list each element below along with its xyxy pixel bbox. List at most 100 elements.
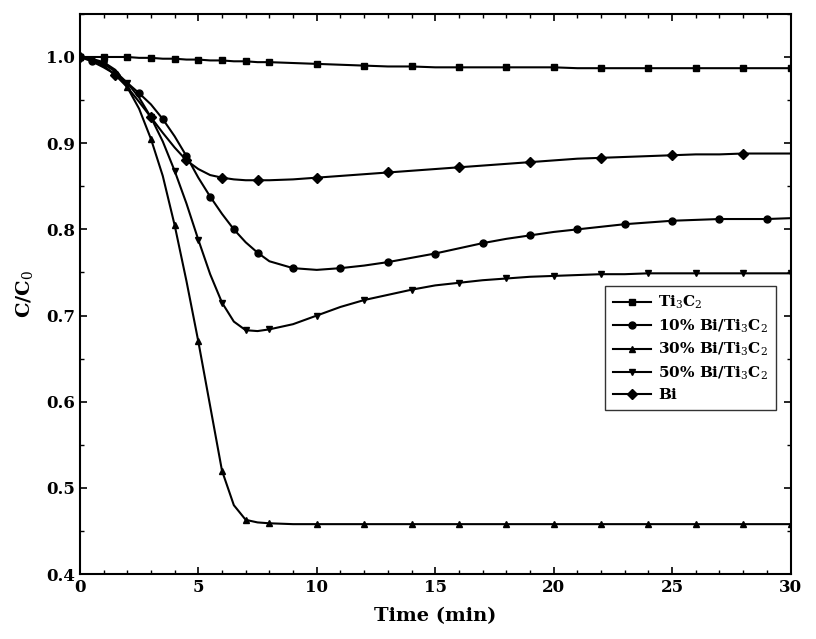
Ti$_3$C$_2$ xyxy=(122,53,132,61)
Line: Bi: Bi xyxy=(77,54,794,183)
Ti$_3$C$_2$ xyxy=(253,58,263,66)
Bi xyxy=(501,160,511,167)
Ti$_3$C$_2$ xyxy=(525,63,534,71)
Bi xyxy=(738,150,748,157)
50% Bi/Ti$_3$C$_2$ xyxy=(383,291,392,298)
10% Bi/Ti$_3$C$_2$ xyxy=(253,249,263,256)
Bi xyxy=(644,152,654,160)
10% Bi/Ti$_3$C$_2$ xyxy=(383,258,392,266)
50% Bi/Ti$_3$C$_2$ xyxy=(146,114,156,121)
10% Bi/Ti$_3$C$_2$ xyxy=(762,215,772,223)
Ti$_3$C$_2$ xyxy=(573,65,583,72)
Legend: Ti$_3$C$_2$, 10% Bi/Ti$_3$C$_2$, 30% Bi/Ti$_3$C$_2$, 50% Bi/Ti$_3$C$_2$, Bi: Ti$_3$C$_2$, 10% Bi/Ti$_3$C$_2$, 30% Bi/… xyxy=(605,286,776,410)
50% Bi/Ti$_3$C$_2$ xyxy=(667,270,677,277)
X-axis label: Time (min): Time (min) xyxy=(374,607,496,625)
30% Bi/Ti$_3$C$_2$ xyxy=(288,520,298,528)
50% Bi/Ti$_3$C$_2$ xyxy=(525,273,534,281)
10% Bi/Ti$_3$C$_2$ xyxy=(596,223,606,231)
30% Bi/Ti$_3$C$_2$ xyxy=(667,520,677,528)
30% Bi/Ti$_3$C$_2$ xyxy=(477,520,487,528)
10% Bi/Ti$_3$C$_2$ xyxy=(288,265,298,272)
50% Bi/Ti$_3$C$_2$ xyxy=(122,79,132,87)
10% Bi/Ti$_3$C$_2$ xyxy=(99,63,109,71)
30% Bi/Ti$_3$C$_2$ xyxy=(264,520,274,527)
30% Bi/Ti$_3$C$_2$ xyxy=(193,337,203,345)
30% Bi/Ti$_3$C$_2$ xyxy=(644,520,654,528)
Bi xyxy=(477,162,487,169)
Bi xyxy=(86,56,96,63)
50% Bi/Ti$_3$C$_2$ xyxy=(548,272,558,280)
50% Bi/Ti$_3$C$_2$ xyxy=(786,270,796,277)
Bi xyxy=(75,53,85,61)
10% Bi/Ti$_3$C$_2$ xyxy=(454,245,463,252)
10% Bi/Ti$_3$C$_2$ xyxy=(525,231,534,239)
Ti$_3$C$_2$ xyxy=(667,65,677,72)
30% Bi/Ti$_3$C$_2$ xyxy=(454,520,463,528)
Bi xyxy=(430,166,440,173)
50% Bi/Ti$_3$C$_2$ xyxy=(241,327,251,334)
30% Bi/Ti$_3$C$_2$ xyxy=(501,520,511,528)
Ti$_3$C$_2$ xyxy=(786,65,796,72)
30% Bi/Ti$_3$C$_2$ xyxy=(241,516,251,524)
30% Bi/Ti$_3$C$_2$ xyxy=(229,502,239,509)
50% Bi/Ti$_3$C$_2$ xyxy=(359,296,369,304)
10% Bi/Ti$_3$C$_2$ xyxy=(620,220,630,228)
Ti$_3$C$_2$ xyxy=(406,63,416,70)
30% Bi/Ti$_3$C$_2$ xyxy=(620,520,630,528)
50% Bi/Ti$_3$C$_2$ xyxy=(312,312,322,320)
Line: Ti$_3$C$_2$: Ti$_3$C$_2$ xyxy=(77,54,794,72)
10% Bi/Ti$_3$C$_2$ xyxy=(134,89,144,97)
10% Bi/Ti$_3$C$_2$ xyxy=(430,250,440,258)
Ti$_3$C$_2$ xyxy=(110,53,120,61)
Ti$_3$C$_2$ xyxy=(548,63,558,71)
10% Bi/Ti$_3$C$_2$ xyxy=(359,262,369,270)
10% Bi/Ti$_3$C$_2$ xyxy=(477,240,487,247)
50% Bi/Ti$_3$C$_2$ xyxy=(182,199,192,207)
50% Bi/Ti$_3$C$_2$ xyxy=(477,277,487,284)
10% Bi/Ti$_3$C$_2$ xyxy=(335,265,345,272)
Ti$_3$C$_2$ xyxy=(264,58,274,66)
30% Bi/Ti$_3$C$_2$ xyxy=(525,520,534,528)
Bi xyxy=(122,83,132,91)
10% Bi/Ti$_3$C$_2$ xyxy=(501,235,511,243)
50% Bi/Ti$_3$C$_2$ xyxy=(134,94,144,102)
30% Bi/Ti$_3$C$_2$ xyxy=(110,66,120,73)
10% Bi/Ti$_3$C$_2$ xyxy=(644,219,654,226)
10% Bi/Ti$_3$C$_2$ xyxy=(217,210,227,218)
Ti$_3$C$_2$ xyxy=(86,53,96,61)
Bi xyxy=(146,114,156,121)
Ti$_3$C$_2$ xyxy=(217,57,227,65)
50% Bi/Ti$_3$C$_2$ xyxy=(620,270,630,278)
50% Bi/Ti$_3$C$_2$ xyxy=(86,56,96,63)
50% Bi/Ti$_3$C$_2$ xyxy=(738,270,748,277)
Bi xyxy=(691,151,701,158)
50% Bi/Ti$_3$C$_2$ xyxy=(430,282,440,289)
Bi xyxy=(182,157,192,164)
Ti$_3$C$_2$ xyxy=(157,55,167,63)
10% Bi/Ti$_3$C$_2$ xyxy=(122,79,132,87)
30% Bi/Ti$_3$C$_2$ xyxy=(99,58,109,66)
50% Bi/Ti$_3$C$_2$ xyxy=(110,68,120,75)
30% Bi/Ti$_3$C$_2$ xyxy=(573,520,583,528)
50% Bi/Ti$_3$C$_2$ xyxy=(170,167,180,174)
50% Bi/Ti$_3$C$_2$ xyxy=(335,303,345,311)
10% Bi/Ti$_3$C$_2$ xyxy=(170,132,180,140)
Bi xyxy=(383,169,392,176)
Bi xyxy=(406,167,416,174)
Bi xyxy=(288,176,298,183)
Bi xyxy=(359,171,369,178)
Ti$_3$C$_2$ xyxy=(454,63,463,71)
30% Bi/Ti$_3$C$_2$ xyxy=(217,467,227,475)
Ti$_3$C$_2$ xyxy=(691,65,701,72)
50% Bi/Ti$_3$C$_2$ xyxy=(157,137,167,145)
Bi xyxy=(762,150,772,157)
50% Bi/Ti$_3$C$_2$ xyxy=(253,327,263,335)
10% Bi/Ti$_3$C$_2$ xyxy=(193,174,203,181)
10% Bi/Ti$_3$C$_2$ xyxy=(146,100,156,108)
Ti$_3$C$_2$ xyxy=(146,54,156,62)
Bi xyxy=(596,154,606,162)
50% Bi/Ti$_3$C$_2$ xyxy=(715,270,725,277)
Ti$_3$C$_2$ xyxy=(75,53,85,61)
Ti$_3$C$_2$ xyxy=(738,65,748,72)
50% Bi/Ti$_3$C$_2$ xyxy=(691,270,701,277)
